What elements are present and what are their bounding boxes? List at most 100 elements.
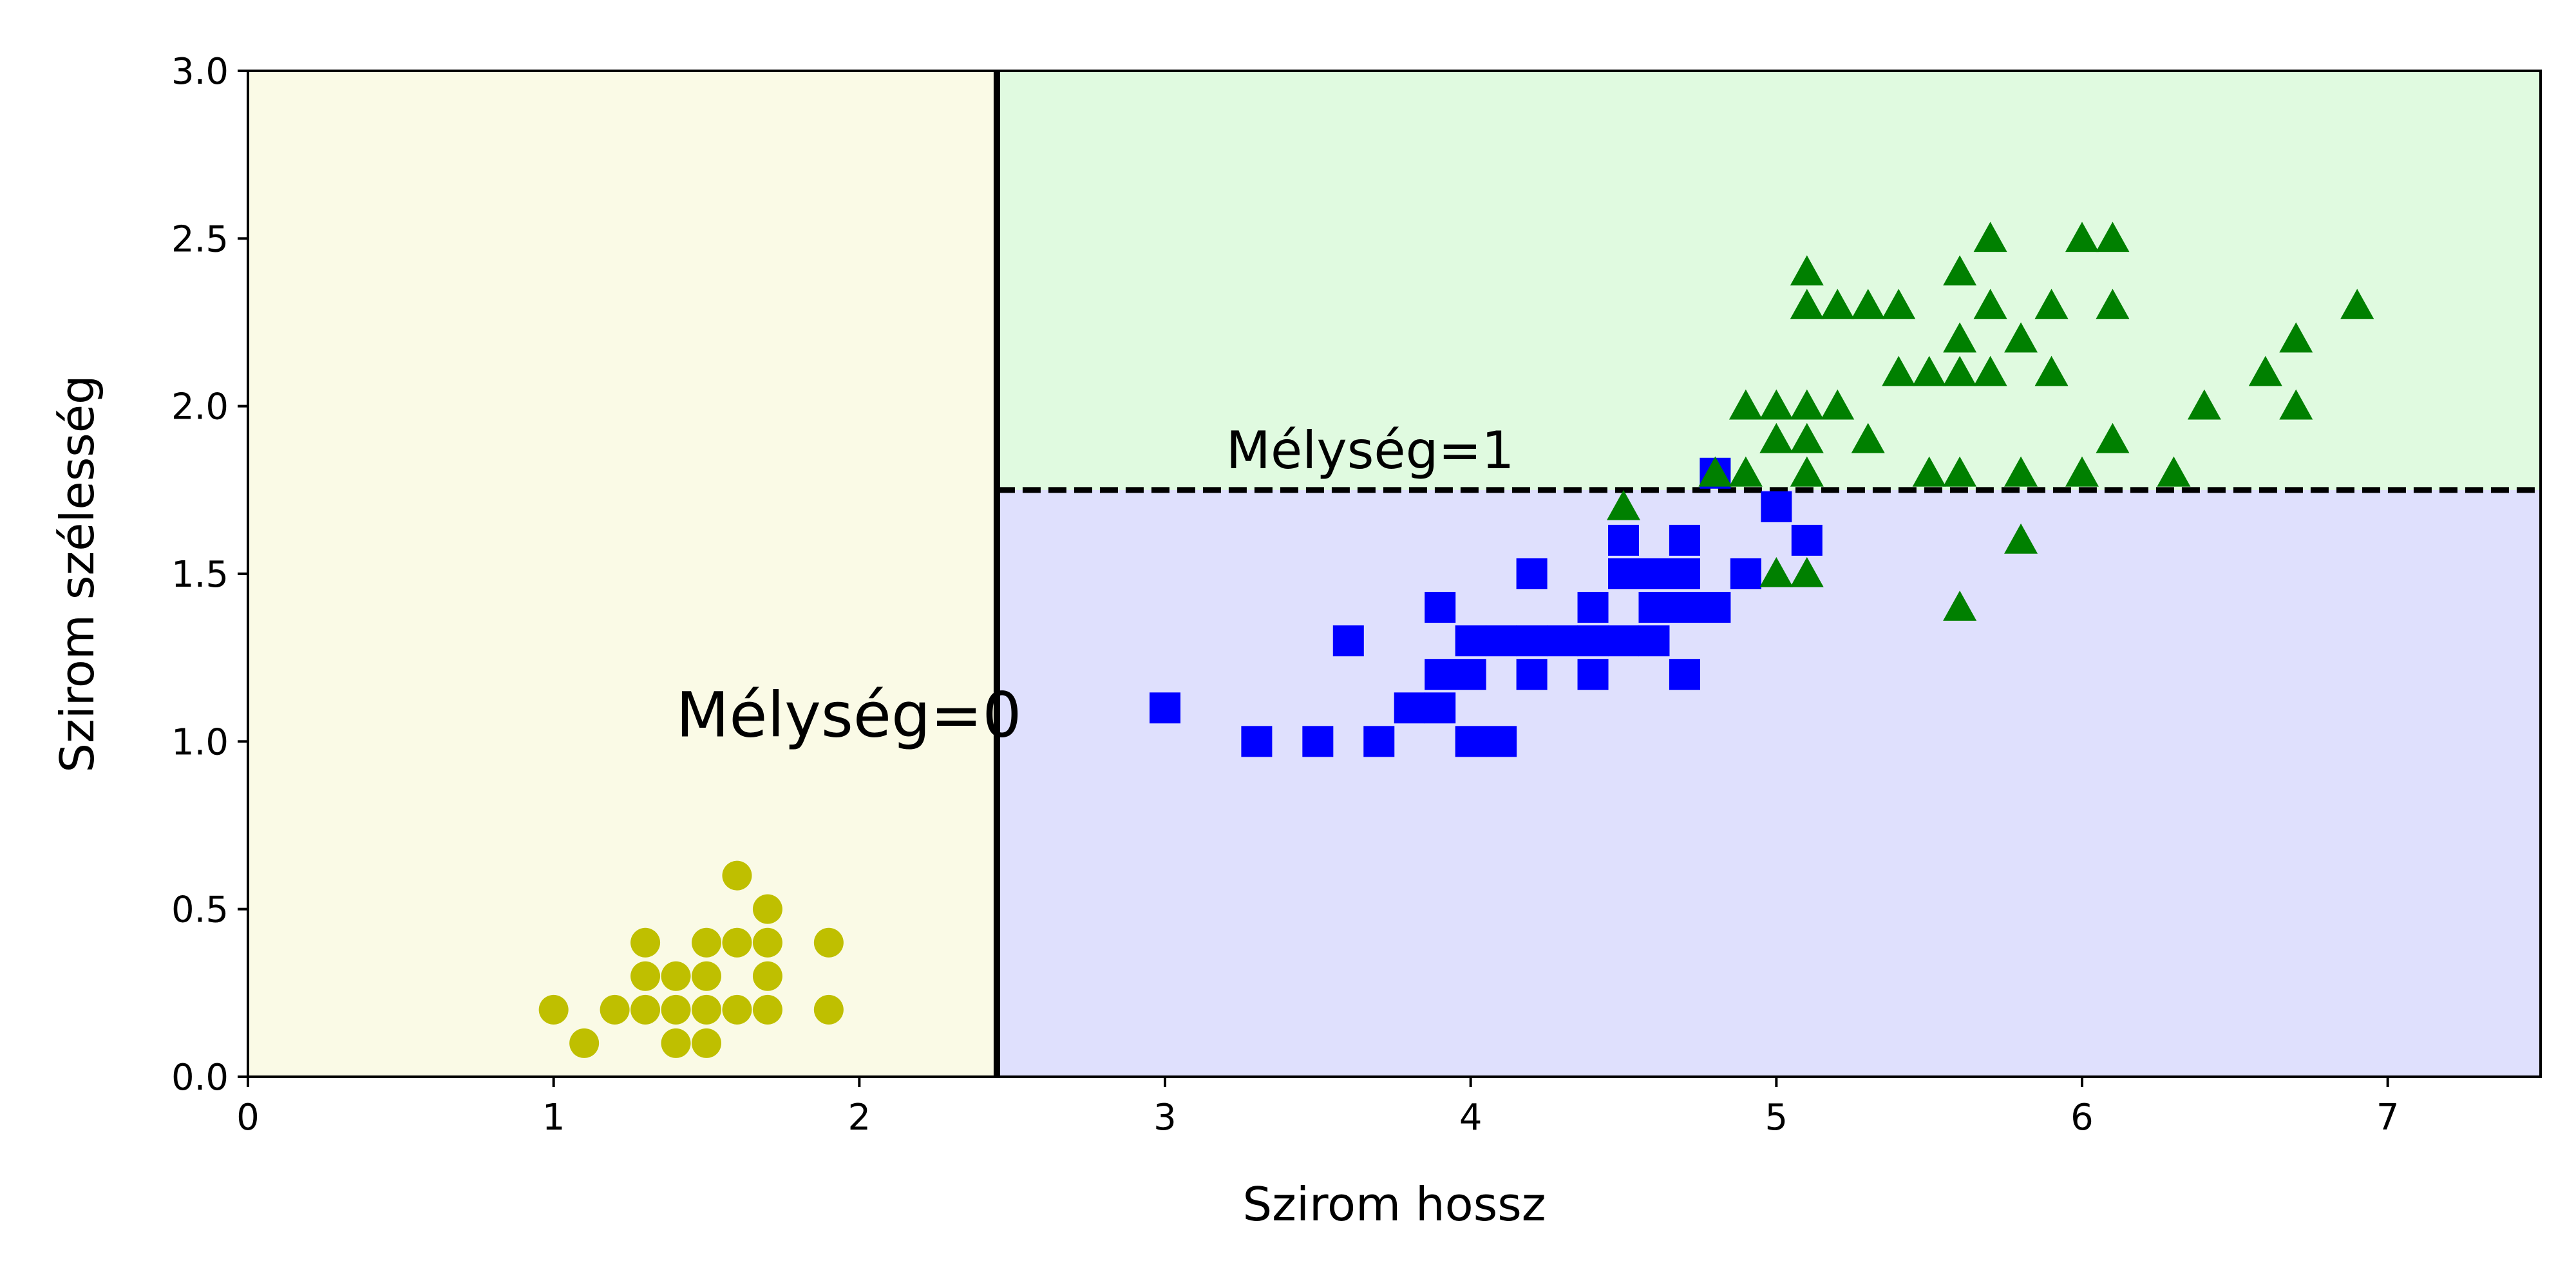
point-square — [1577, 659, 1609, 690]
point-square — [1791, 524, 1823, 556]
point-triangle — [1607, 489, 1640, 520]
point-triangle — [1790, 557, 1824, 587]
point-triangle — [1821, 289, 1855, 319]
point-square — [1669, 524, 1700, 556]
point-square — [1332, 625, 1364, 657]
y-tick-label: 3.0 — [171, 51, 229, 93]
x-axis-label: Szirom hossz — [1242, 1177, 1546, 1231]
point-circle — [813, 927, 844, 958]
point-triangle — [1882, 355, 1916, 386]
point-square — [1363, 726, 1395, 757]
annotation-depth-1: Mélység=1 — [1226, 421, 1514, 480]
point-triangle — [2157, 456, 2191, 487]
decision-boundaries — [993, 71, 2541, 1077]
point-circle — [752, 927, 782, 958]
point-triangle — [1973, 289, 2007, 319]
point-triangle — [1943, 355, 1977, 386]
point-triangle — [2065, 222, 2099, 252]
point-triangle — [1790, 456, 1824, 487]
point-triangle — [1728, 389, 1763, 420]
point-square — [1425, 659, 1456, 690]
point-triangle — [2034, 355, 2069, 386]
point-triangle — [1973, 222, 2007, 252]
point-circle — [752, 894, 782, 924]
point-square — [1241, 726, 1273, 757]
y-axis-label: Szirom szélesség — [50, 375, 104, 773]
point-circle — [692, 961, 721, 991]
point-square — [1730, 558, 1761, 589]
point-triangle — [1943, 591, 1977, 621]
x-axis-ticks: 0 1 2 3 4 5 6 7 — [236, 1077, 2399, 1139]
point-square — [1516, 558, 1548, 589]
depth-annotations: Mélység=0 Mélység=1 — [676, 421, 1515, 752]
y-tick-label: 0.5 — [171, 889, 229, 931]
point-triangle — [1943, 456, 1977, 487]
point-square — [1455, 625, 1486, 657]
point-triangle — [1851, 289, 1885, 319]
point-triangle — [1790, 289, 1824, 319]
point-triangle — [1943, 255, 1977, 286]
point-circle — [692, 994, 721, 1025]
point-square — [1425, 592, 1456, 623]
x-tick-label: 5 — [1765, 1097, 1788, 1139]
point-square — [1455, 659, 1486, 690]
point-circle — [722, 860, 752, 891]
point-circle — [630, 961, 661, 991]
point-triangle — [2004, 322, 2038, 353]
point-square — [1486, 625, 1517, 657]
point-square — [1577, 592, 1609, 623]
point-circle — [661, 961, 691, 991]
data-points — [538, 222, 2374, 1058]
point-square — [1608, 625, 1639, 657]
x-tick-label: 6 — [2070, 1097, 2094, 1139]
region-2 — [996, 489, 2541, 1077]
point-triangle — [1790, 422, 1824, 453]
y-tick-label: 2.0 — [171, 386, 229, 428]
point-square — [1669, 659, 1700, 690]
point-circle — [752, 961, 782, 991]
point-triangle — [2034, 289, 2069, 319]
point-triangle — [2096, 289, 2130, 319]
x-tick-label: 3 — [1153, 1097, 1177, 1139]
x-tick-label: 2 — [848, 1097, 871, 1139]
y-tick-label: 0.0 — [171, 1057, 229, 1099]
region-1 — [996, 71, 2541, 490]
region-0 — [248, 71, 997, 1077]
point-triangle — [1698, 456, 1732, 487]
point-triangle — [1851, 422, 1885, 453]
point-triangle — [1821, 389, 1855, 420]
point-square — [1638, 625, 1670, 657]
point-triangle — [2187, 389, 2221, 420]
point-triangle — [2340, 289, 2374, 319]
point-square — [1302, 726, 1334, 757]
point-square — [1669, 592, 1700, 623]
point-triangle — [1912, 355, 1946, 386]
point-triangle — [2279, 322, 2313, 353]
point-triangle — [2065, 456, 2099, 487]
point-triangle — [2004, 523, 2038, 554]
point-square — [1700, 592, 1731, 623]
point-square — [1394, 692, 1425, 724]
point-square — [1455, 726, 1486, 757]
point-square — [1608, 524, 1639, 556]
y-axis-ticks: 0.0 0.5 1.0 1.5 2.0 2.5 3.0 — [171, 51, 248, 1099]
point-triangle — [2248, 355, 2282, 386]
point-circle — [661, 994, 691, 1025]
point-triangle — [1790, 389, 1824, 420]
point-triangle — [1882, 289, 1916, 319]
point-triangle — [1943, 322, 1977, 353]
point-circle — [630, 994, 661, 1025]
point-triangle — [2004, 456, 2038, 487]
point-triangle — [1790, 255, 1824, 286]
point-square — [1669, 558, 1700, 589]
point-triangle — [2096, 422, 2130, 453]
x-tick-label: 7 — [2376, 1097, 2400, 1139]
point-square — [1425, 692, 1456, 724]
point-square — [1577, 625, 1609, 657]
point-circle — [752, 994, 782, 1025]
y-tick-label: 1.5 — [171, 554, 229, 596]
point-circle — [600, 994, 630, 1025]
point-circle — [569, 1028, 600, 1058]
point-square — [1150, 692, 1180, 724]
